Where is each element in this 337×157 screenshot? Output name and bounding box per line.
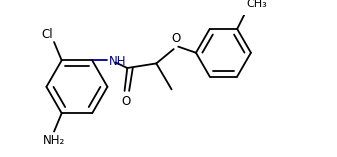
Text: NH₂: NH₂	[43, 134, 65, 147]
Text: NH: NH	[109, 55, 126, 68]
Text: O: O	[172, 32, 181, 45]
Text: O: O	[122, 95, 131, 108]
Text: Cl: Cl	[41, 27, 53, 41]
Text: CH₃: CH₃	[246, 0, 267, 9]
